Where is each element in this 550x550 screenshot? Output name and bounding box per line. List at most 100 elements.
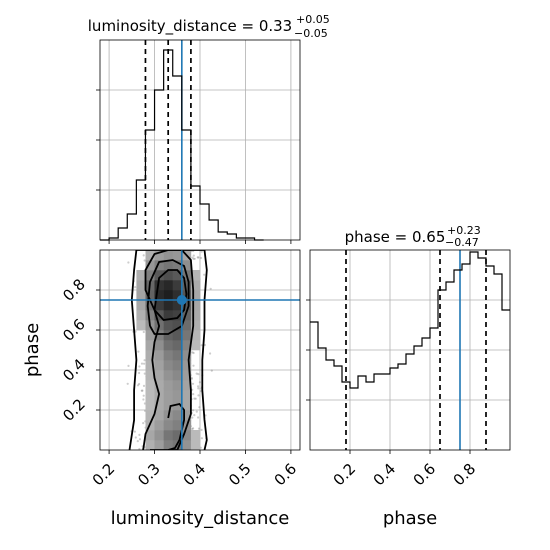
phase-y-axis-label: phase — [22, 323, 43, 377]
density-cell — [163, 360, 173, 371]
density-cell — [181, 300, 192, 311]
density-cell — [190, 310, 201, 321]
density-cell — [181, 430, 192, 441]
scatter-point — [133, 430, 136, 433]
scatter-point — [142, 422, 145, 425]
scatter-point — [195, 410, 198, 413]
phase-title: phase = 0.65 — [345, 228, 446, 246]
scatter-point — [197, 385, 200, 388]
density-cell — [136, 320, 146, 331]
density-cell — [145, 430, 155, 441]
density-cell — [163, 330, 173, 341]
density-cell — [172, 290, 183, 301]
density-cell — [172, 410, 183, 421]
density-cell — [136, 310, 146, 321]
scatter-point — [138, 447, 141, 450]
scatter-point — [191, 427, 194, 431]
scatter-point — [143, 359, 146, 362]
density-cell — [154, 400, 164, 411]
density-cell — [145, 360, 155, 371]
density-cell — [145, 380, 155, 391]
scatter-point — [194, 397, 197, 400]
truth-marker — [176, 295, 187, 305]
phase-x-axis-label: phase — [383, 508, 437, 529]
density-cell — [154, 360, 164, 371]
scatter-point — [143, 259, 146, 262]
scatter-point — [192, 393, 195, 396]
density-cell — [181, 380, 192, 391]
density-cell — [181, 340, 192, 351]
scatter-point — [210, 369, 213, 372]
luminosity-distance-title-plus: +0.05 — [296, 13, 330, 26]
density-cell — [154, 420, 164, 431]
luminosity-distance-x-tick-label: 0.3 — [134, 460, 164, 490]
phase-y-tick-label: 0.2 — [59, 395, 89, 425]
density-cell — [181, 320, 192, 331]
density-cell — [154, 330, 164, 341]
density-cell — [172, 310, 183, 321]
density-cell — [136, 280, 146, 291]
density-cell — [190, 300, 201, 311]
density-cell — [181, 410, 192, 421]
scatter-point — [142, 398, 145, 401]
scatter-point — [197, 394, 200, 397]
density-cell — [136, 270, 146, 281]
phase-x-tick-label: 0.4 — [370, 460, 400, 490]
density-cell — [145, 270, 155, 281]
density-cell — [172, 280, 183, 291]
scatter-point — [196, 256, 199, 259]
contour-line — [146, 259, 190, 335]
density-cell — [172, 360, 183, 371]
density-cell — [145, 440, 155, 450]
density-cell — [163, 430, 173, 441]
scatter-point — [200, 250, 203, 253]
luminosity-distance-x-tick-label: 0.5 — [225, 460, 255, 490]
scatter-point — [143, 372, 146, 375]
luminosity-distance-x-tick-label: 0.2 — [89, 460, 119, 490]
density-cell — [190, 270, 201, 281]
density-cell — [181, 350, 192, 361]
scatter-point — [142, 394, 145, 397]
density-cell — [145, 290, 155, 301]
scatter-point — [203, 343, 206, 347]
scatter-point — [209, 352, 212, 355]
density-cell — [181, 280, 192, 291]
scatter-point — [138, 438, 142, 441]
density-cell — [190, 330, 201, 341]
density-cell — [181, 440, 192, 450]
phase-title-minus: −0.47 — [445, 236, 479, 249]
density-cell — [145, 390, 155, 401]
density-cell — [172, 330, 183, 341]
density-cell — [190, 440, 201, 450]
luminosity-distance-x-axis-label: luminosity_distance — [111, 508, 290, 529]
scatter-point — [200, 437, 203, 440]
contour-line — [167, 402, 185, 450]
contour-line — [128, 250, 208, 450]
density-cell — [163, 280, 173, 291]
density-cell — [190, 320, 201, 331]
scatter-point — [143, 402, 146, 405]
scatter-point — [138, 382, 141, 386]
density-cell — [154, 290, 164, 301]
scatter-point — [143, 362, 146, 365]
scatter-point — [197, 387, 200, 390]
scatter-point — [209, 287, 212, 290]
scatter-point — [142, 254, 145, 257]
scatter-point — [193, 257, 196, 260]
density-cell — [154, 340, 164, 351]
scatter-point — [126, 382, 129, 385]
phase-y-tick-label: 0.6 — [59, 315, 89, 345]
scatter-point — [136, 440, 139, 443]
density-cell — [163, 350, 173, 361]
scatter-point — [193, 414, 196, 417]
density-cell — [163, 320, 173, 331]
density-cell — [163, 440, 173, 450]
scatter-point — [137, 350, 140, 353]
density-cell — [154, 270, 164, 281]
density-cell — [163, 250, 173, 261]
phase-y-tick-label: 0.8 — [59, 275, 89, 305]
density-cell — [181, 390, 192, 401]
density-cell — [154, 300, 164, 311]
scatter-point — [191, 382, 195, 385]
density-cell — [172, 370, 183, 381]
